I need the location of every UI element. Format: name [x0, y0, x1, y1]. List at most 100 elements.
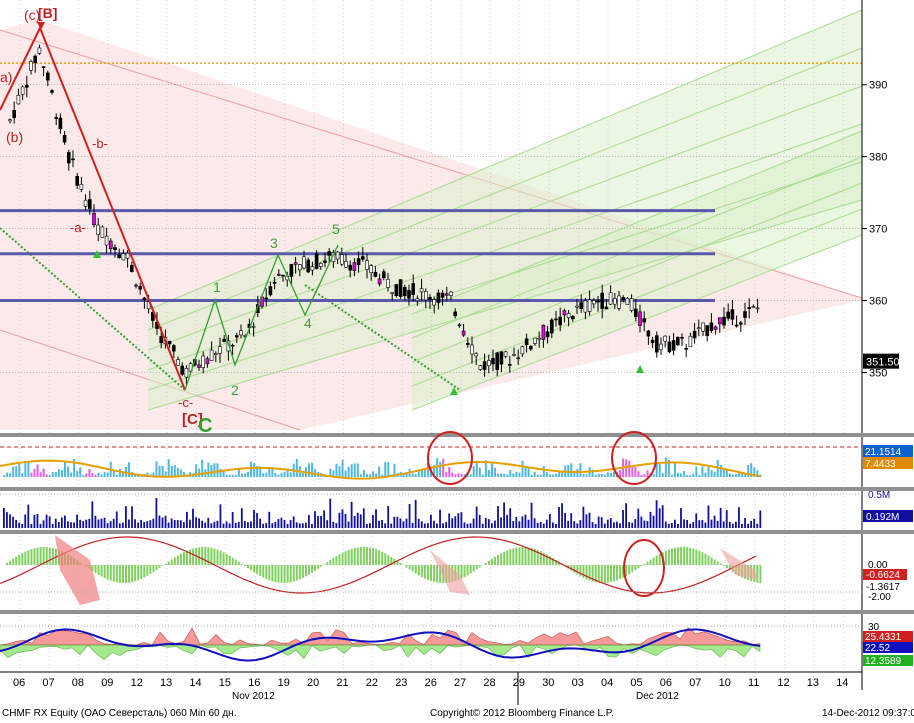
candle-body	[503, 351, 508, 357]
candle-body	[457, 324, 462, 327]
momentum-bar	[692, 473, 695, 477]
volume-bar	[149, 520, 152, 528]
last-price-box	[863, 353, 899, 369]
oscillator-bar	[680, 547, 683, 565]
oscillator-bar	[728, 565, 731, 571]
momentum-bar	[158, 465, 161, 477]
momentum-bar	[311, 462, 314, 477]
wave-label-w3: 3	[270, 235, 278, 251]
candle-body	[675, 336, 680, 346]
momentum-bar	[506, 474, 509, 477]
green-channel-line	[147, 199, 863, 411]
volume-bar	[728, 521, 731, 528]
volume-bar	[692, 522, 695, 528]
footer-security: CHMF RX Equity (ОАО Северсталь) 060 Min …	[2, 708, 237, 719]
oscillator-bar	[128, 565, 131, 583]
oscillator-bar	[12, 558, 15, 565]
volume-bar	[677, 523, 679, 528]
oscillator-bar	[274, 565, 277, 583]
volume-bar	[3, 507, 5, 528]
momentum-bar	[735, 474, 737, 477]
volume-bar	[268, 511, 271, 528]
candle-body	[360, 256, 365, 260]
volume-bar	[243, 520, 246, 528]
oscillator-bar	[146, 565, 149, 576]
candle-body	[621, 297, 626, 301]
volume-bar	[57, 522, 60, 528]
volume-bar	[713, 515, 716, 528]
volume-bar	[716, 520, 719, 528]
momentum-bar	[283, 471, 286, 477]
oscillator-bar	[719, 563, 722, 565]
volume-bar	[405, 518, 408, 528]
candle-body	[125, 252, 130, 259]
momentum-bar	[555, 473, 558, 477]
oscillator-bar	[426, 565, 429, 580]
candle-body	[520, 346, 525, 355]
candle-body	[734, 324, 739, 327]
momentum-bar	[756, 470, 759, 477]
oscillator-bar	[375, 549, 378, 565]
oscillator-bar	[207, 547, 210, 565]
candle-body	[323, 260, 327, 263]
oscillator-bar	[475, 565, 478, 570]
oscillator-bar	[225, 553, 228, 565]
volume-bar	[225, 521, 228, 528]
candle-body	[184, 368, 189, 378]
volume-bar	[515, 517, 518, 528]
momentum-bar	[332, 470, 335, 477]
volume-bar	[564, 512, 566, 528]
momentum-bar	[484, 460, 487, 477]
volume-bar	[460, 512, 463, 528]
x-tick-label: 23	[395, 677, 407, 689]
oscillator-bar	[216, 549, 219, 565]
volume-bar	[603, 523, 606, 528]
candle-body	[20, 86, 25, 95]
oscillator-bar	[33, 548, 36, 565]
oscillator-bar	[503, 551, 506, 565]
volume-bar	[350, 501, 353, 528]
volume-bar	[60, 517, 63, 528]
momentum-bar	[707, 466, 710, 477]
oscillator-bar	[649, 559, 652, 565]
momentum-bar	[500, 473, 503, 477]
oscillator-bar	[45, 547, 48, 565]
oscillator-bar	[545, 554, 548, 565]
oscillator-bar	[756, 565, 759, 583]
oscillator-bar	[265, 565, 268, 580]
x-tick-label: 04	[601, 677, 613, 689]
candle-body	[608, 292, 613, 305]
momentum-bar	[365, 474, 368, 477]
volume-bar	[301, 523, 304, 528]
candle-body	[289, 263, 294, 277]
oscillator-bar	[558, 562, 561, 565]
momentum-bar	[646, 470, 649, 477]
volume-bar	[390, 523, 393, 528]
candle-body	[12, 110, 16, 119]
momentum-bar	[631, 466, 634, 477]
volume-bar	[582, 506, 585, 528]
volume-bar	[530, 502, 533, 528]
momentum-bar	[698, 474, 701, 477]
volume-bar	[356, 512, 359, 528]
oscillator-bar	[201, 547, 204, 565]
wave-annotations: (c)[B] a) (b) -b- -a- 1 2 3 4 5 -c-[C]C	[0, 5, 644, 437]
oscillator-bar	[277, 565, 280, 583]
candle-body	[356, 258, 361, 266]
candle-body	[743, 311, 747, 318]
volume-bar	[36, 514, 39, 528]
volume-bar	[128, 519, 130, 528]
momentum-bar	[15, 466, 18, 477]
momentum-bar	[664, 457, 667, 477]
volume-bar	[597, 516, 600, 528]
momentum-bar	[18, 463, 21, 477]
volume-bar	[213, 521, 216, 528]
momentum-bar	[3, 475, 5, 477]
momentum-bar	[12, 466, 15, 477]
oscillator-bar	[262, 565, 265, 578]
oscillator-bar	[512, 548, 515, 565]
volume-bar	[106, 523, 109, 528]
oscillator-bar	[606, 565, 609, 583]
oscillator-bar	[240, 563, 243, 565]
candle-body	[318, 263, 323, 267]
